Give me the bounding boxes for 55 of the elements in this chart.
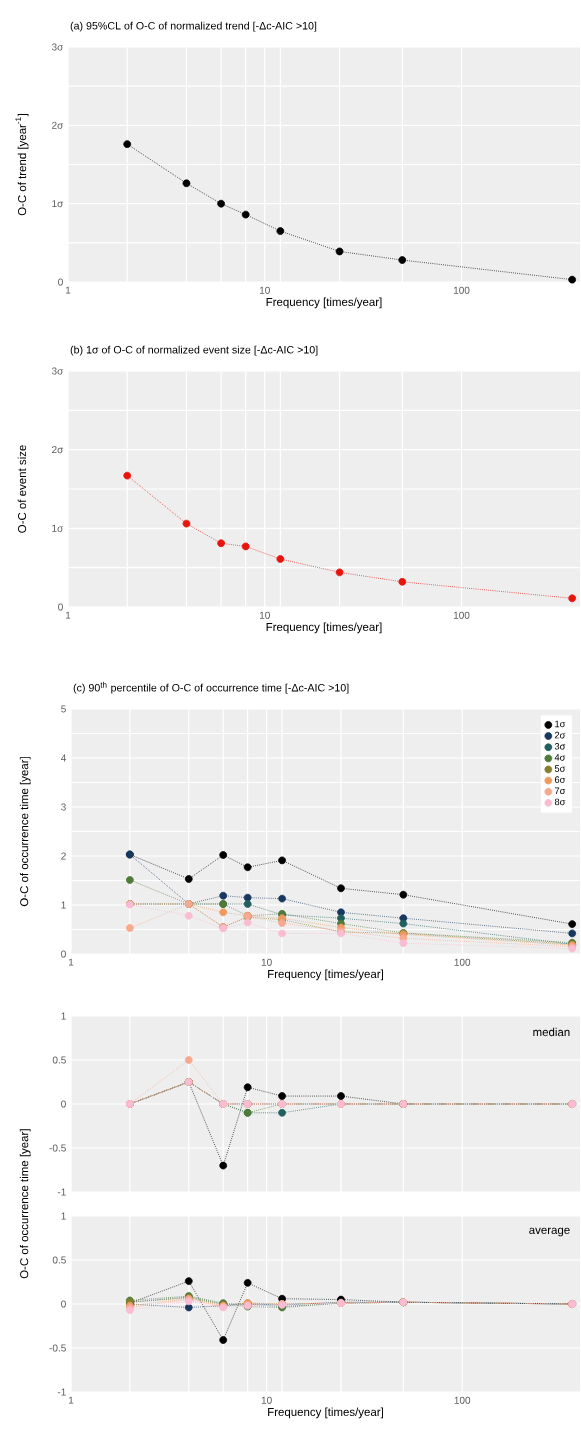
y-axis-title: O-C of occurrence time [year]	[19, 757, 31, 907]
y-tick-label: -1	[57, 1188, 66, 1196]
x-axis-title: Frequency [times/year]	[268, 1407, 383, 1419]
chart-title: (b) 1σ of O-C of normalized event size [-Δc-AIC >10]	[70, 345, 318, 356]
x-tick-label: 10	[261, 1396, 272, 1404]
y-tick-label: 1σ	[52, 524, 64, 532]
legend-label: 1σ	[555, 720, 566, 728]
x-tick-label: 10	[259, 286, 270, 294]
y-tick-label: 0	[61, 1100, 66, 1108]
y-axis-title: O-C of event size	[17, 445, 27, 533]
legend-label: 8σ	[554, 798, 566, 806]
legend-label: 5σ	[554, 765, 566, 772]
y-tick-label: 2	[61, 852, 66, 860]
annotation: median	[533, 1027, 570, 1037]
legend-label: 3σ	[554, 743, 566, 750]
y-tick-label: 0	[61, 950, 66, 958]
y-tick-label: 3σ	[51, 367, 64, 375]
y-tick-label: 1	[61, 1012, 66, 1020]
y-tick-label: -0.5	[49, 1144, 66, 1152]
x-tick-label: 100	[453, 286, 470, 294]
y-tick-label: 5	[61, 705, 66, 713]
y-axis-title: O-C of trend [year$^{-1}$]	[15, 113, 29, 216]
y-axis-title: O-C of occurrence time [year]	[19, 1129, 31, 1279]
y-tick-label: 0	[58, 278, 63, 286]
legend-label: 6σ	[554, 776, 566, 783]
y-tick-label: 2σ	[52, 446, 64, 454]
x-tick-label: 100	[453, 611, 470, 619]
legend-label: 4σ	[554, 754, 566, 761]
x-axis-title: Frequency [times/year]	[266, 297, 382, 309]
legend-label: 7σ	[554, 787, 566, 795]
y-tick-label: 3	[61, 803, 66, 811]
chart-title: (c) 90$^{th}$ percentile of O-C of occurrence time [-Δc-AIC >10]	[73, 681, 349, 694]
y-tick-label: -1	[57, 1388, 66, 1396]
y-tick-label: 0.5	[52, 1256, 66, 1264]
x-tick-label: 100	[454, 1396, 471, 1404]
y-tick-label: 1	[61, 901, 66, 909]
x-tick-label: 100	[454, 958, 471, 966]
y-tick-label: 0	[58, 603, 63, 611]
y-tick-label: 1	[61, 1212, 66, 1220]
legend-label: 2σ	[554, 731, 566, 739]
y-tick-label: 0.5	[52, 1056, 66, 1064]
y-tick-label: 4	[60, 754, 66, 762]
x-tick-label: 10	[259, 611, 270, 619]
y-tick-label: 3σ	[51, 43, 64, 51]
y-tick-label: 1σ	[52, 200, 64, 208]
x-tick-label: 1	[68, 1396, 74, 1404]
y-tick-label: -0.5	[49, 1344, 66, 1352]
y-tick-label: 0	[61, 1300, 66, 1308]
y-tick-label: 2σ	[52, 121, 64, 129]
chart-title: (a) 95%CL of O-C of normalized trend [-Δc-AIC >10]	[70, 21, 317, 32]
x-tick-label: 1	[68, 958, 74, 966]
annotation: average	[529, 1227, 570, 1237]
x-axis-title: Frequency [times/year]	[268, 969, 383, 981]
x-axis-title: Frequency [times/year]	[266, 622, 382, 634]
x-tick-label: 10	[261, 958, 272, 966]
